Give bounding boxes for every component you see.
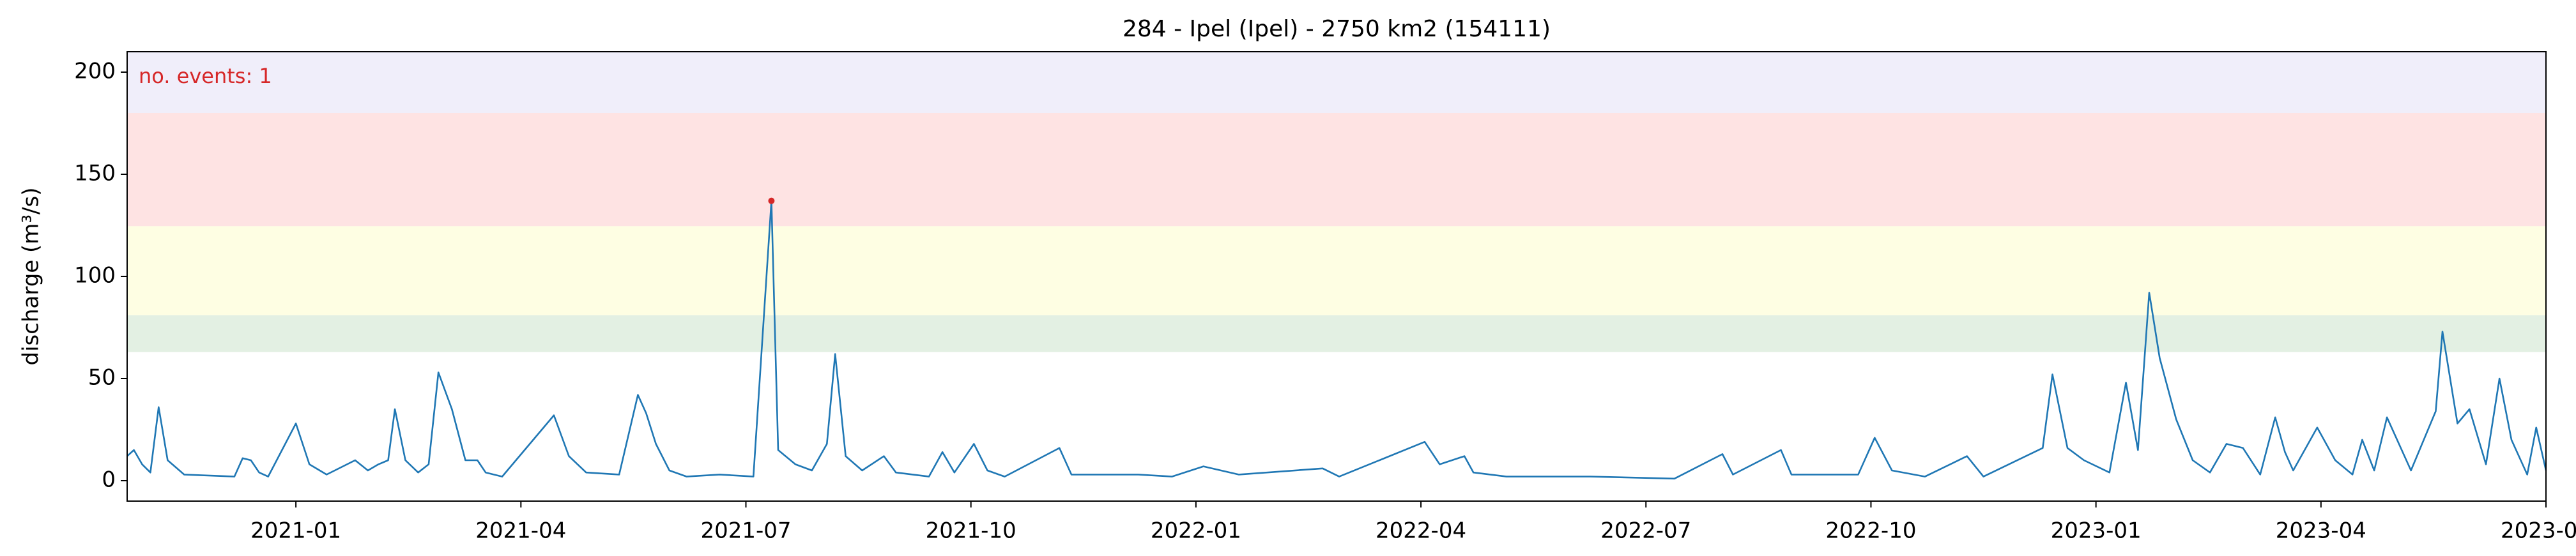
events-annotation: no. events: 1: [139, 64, 272, 88]
x-tick-label: 2023-07: [2501, 518, 2576, 544]
y-tick-label: 0: [102, 467, 116, 493]
event-marker: [768, 197, 775, 204]
y-axis-label: discharge (m³/s): [19, 188, 44, 366]
x-tick-label: 2022-01: [1151, 518, 1241, 544]
x-tick-label: 2023-01: [2051, 518, 2142, 544]
chart-title: 284 - Ipel (Ipel) - 2750 km2 (154111): [1123, 16, 1551, 42]
x-tick-label: 2021-07: [700, 518, 791, 544]
plot-frame: [126, 51, 2547, 502]
x-tick-label: 2021-01: [250, 518, 341, 544]
threshold-band: [127, 315, 2546, 352]
y-tick-label: 50: [88, 365, 116, 391]
y-tick-label: 200: [74, 59, 116, 84]
y-tick-label: 100: [74, 263, 116, 289]
discharge-line: [126, 200, 2547, 480]
threshold-band: [127, 226, 2546, 315]
x-tick-label: 2021-04: [475, 518, 566, 544]
x-tick-label: 2022-04: [1376, 518, 1466, 544]
x-tick-label: 2022-07: [1600, 518, 1691, 544]
x-tick-label: 2023-04: [2276, 518, 2366, 544]
threshold-band: [127, 52, 2546, 113]
x-tick-label: 2022-10: [1825, 518, 1916, 544]
threshold-band: [127, 113, 2546, 227]
x-tick-label: 2021-10: [926, 518, 1016, 544]
y-tick-label: 150: [74, 161, 116, 186]
